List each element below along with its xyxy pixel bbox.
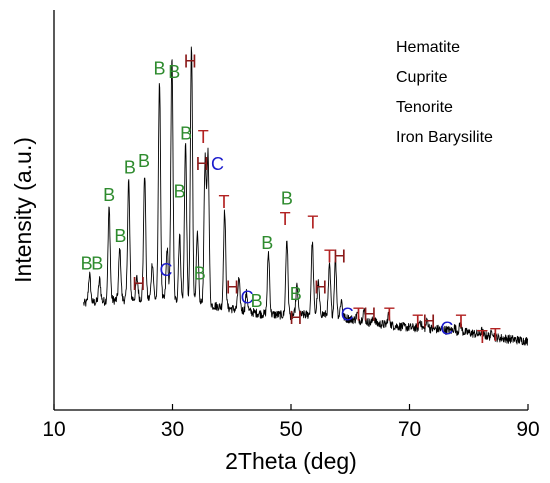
peak-label: B <box>114 226 126 246</box>
peak-label: B <box>153 58 165 78</box>
y-axis-label: Intensity (a.u.) <box>10 137 36 283</box>
legend-entry: Hematite <box>396 39 460 56</box>
peak-label: H <box>314 277 327 297</box>
peak-label: B <box>91 253 103 273</box>
peak-label: H <box>423 312 436 332</box>
peak-label: T <box>324 247 335 267</box>
peak-label: B <box>174 182 186 202</box>
peak-label: B <box>194 264 206 284</box>
peak-label: T <box>456 312 467 332</box>
peak-label: C <box>241 288 254 308</box>
peak-label: C <box>159 260 172 280</box>
xrd-trace <box>83 46 529 346</box>
peak-label: C <box>341 305 354 325</box>
x-tick-label: 90 <box>516 418 539 441</box>
x-tick-label: 50 <box>279 418 302 441</box>
legend: Hematite Cuprite Tenorite Iron Barysilite <box>396 39 493 146</box>
peak-label: B <box>180 123 192 143</box>
peak-label: H <box>289 308 302 328</box>
peak-label: B <box>138 151 150 171</box>
peak-label: T <box>219 192 230 212</box>
peak-label: T <box>198 127 209 147</box>
peak-label: H <box>333 247 346 267</box>
peak-label: B <box>168 62 180 82</box>
peak-label: B <box>261 233 273 253</box>
peak-label: B <box>81 253 93 273</box>
peak-label: H <box>226 277 239 297</box>
x-ticks: 10 30 50 70 90 <box>42 404 540 441</box>
peak-label: C <box>211 154 224 174</box>
peak-label: C <box>440 318 453 338</box>
peak-label: T <box>280 209 291 229</box>
peak-label: B <box>281 188 293 208</box>
legend-entry: Cuprite <box>396 69 448 86</box>
peak-label: T <box>477 327 488 347</box>
peak-label: T <box>384 305 395 325</box>
peak-label: T <box>412 312 423 332</box>
legend-entry: Tenorite <box>396 99 453 116</box>
legend-entry: Iron Barysilite <box>396 129 493 146</box>
peak-label: B <box>103 185 115 205</box>
peak-label: T <box>490 325 501 345</box>
peak-label: T <box>353 305 364 325</box>
peak-label: H <box>196 154 209 174</box>
peak-label: H <box>363 305 376 325</box>
peak-label: B <box>124 158 136 178</box>
x-tick-label: 30 <box>161 418 184 441</box>
peak-label: H <box>132 274 145 294</box>
x-tick-label: 70 <box>398 418 421 441</box>
peak-label: B <box>290 284 302 304</box>
peak-label: H <box>184 52 197 72</box>
x-tick-label: 10 <box>42 418 65 441</box>
peak-label: T <box>307 212 318 232</box>
peak-label: B <box>251 291 263 311</box>
x-axis-label: 2Theta (deg) <box>225 448 357 474</box>
